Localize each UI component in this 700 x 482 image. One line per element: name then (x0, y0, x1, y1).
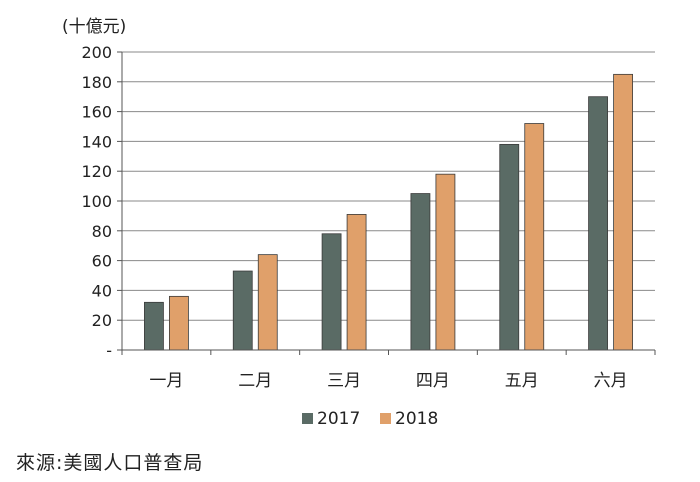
y-tick-label: 60 (92, 252, 112, 271)
source-note: 來源:美國人口普查局 (16, 452, 204, 474)
bar-2018-6 (613, 73, 633, 351)
y-tick-label: 20 (92, 311, 112, 330)
x-tick-label: 三月 (327, 371, 361, 391)
legend-swatch-2017 (302, 413, 313, 424)
y-tick-label: 160 (81, 103, 112, 122)
bar-2018-3 (346, 214, 367, 351)
legend-label-2018: 2018 (395, 409, 438, 429)
legend: 2017 2018 (302, 409, 438, 429)
y-tick-label: 40 (92, 281, 112, 300)
axes (121, 52, 656, 355)
legend-swatch-2018 (380, 413, 391, 424)
gridlines (117, 51, 655, 351)
legend-label-2017: 2017 (317, 409, 360, 429)
y-tick-label: 140 (81, 132, 112, 151)
bar-2017-2 (232, 270, 253, 351)
x-tick-label: 二月 (238, 371, 272, 391)
x-tick-labels: 一月 二月 三月 四月 五月 六月 (149, 371, 627, 391)
bar-2017-3 (321, 233, 342, 351)
bar-2017-5 (499, 143, 520, 351)
bar-2018-5 (524, 123, 545, 351)
y-tick-label: 180 (81, 73, 112, 92)
bar-2017-6 (588, 96, 608, 351)
bar-2017-1 (144, 301, 164, 351)
y-axis-unit-label: (十億元) (62, 17, 127, 37)
bar-2018-2 (257, 254, 278, 351)
x-tick-label: 六月 (594, 371, 628, 391)
bar-2017-4 (410, 193, 431, 351)
x-tick-label: 五月 (505, 371, 539, 391)
y-tick-labels: - 20 40 60 80 100 120 140 160 180 200 (81, 43, 112, 360)
y-tick-label: 100 (81, 192, 112, 211)
x-tick-label: 四月 (416, 371, 450, 391)
y-tick-label: 120 (81, 162, 112, 181)
bar-2018-1 (169, 295, 189, 351)
bars (144, 73, 633, 351)
bar-2018-4 (435, 173, 456, 351)
x-tick-label: 一月 (149, 371, 183, 391)
y-tick-label: - (106, 341, 112, 360)
y-tick-label: 200 (81, 43, 112, 62)
y-tick-label: 80 (92, 222, 112, 241)
